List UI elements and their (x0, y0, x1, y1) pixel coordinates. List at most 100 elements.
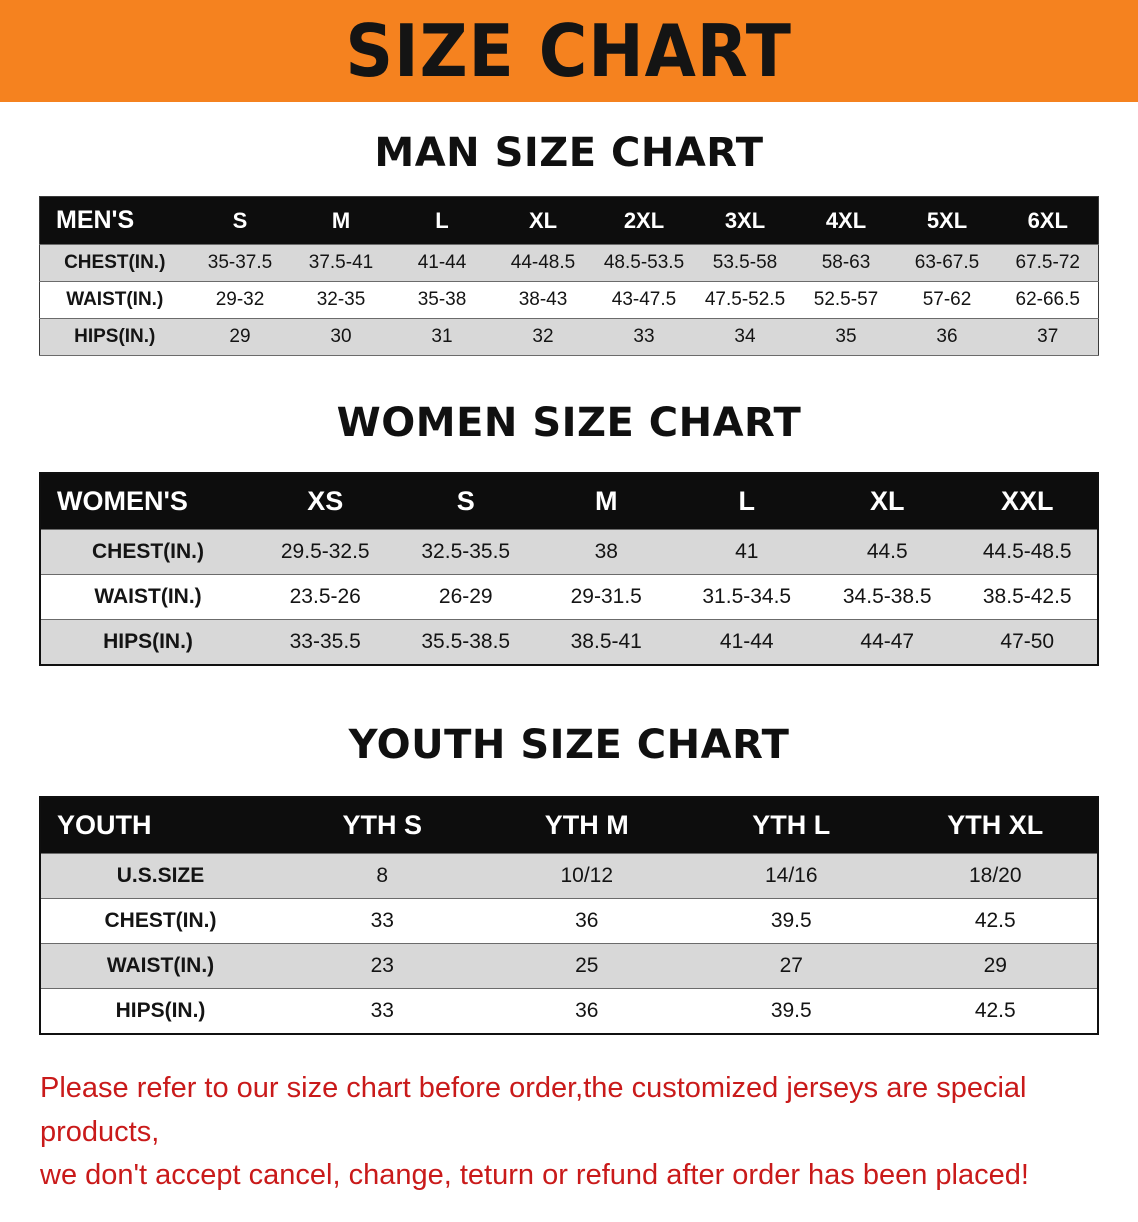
size-value: 31.5-34.5 (702, 585, 792, 608)
table-row: HIPS(IN.) 33 36 39.5 42.5 (40, 988, 1098, 1034)
size-value: 38 (594, 540, 618, 563)
row-label: HIPS(IN.) (74, 326, 156, 347)
size-value: 38-43 (518, 289, 568, 310)
size-value: 10/12 (560, 864, 614, 887)
size-value: 29 (229, 326, 251, 347)
size-value: 34 (734, 326, 756, 347)
table-head: YOUTH YTH S YTH M YTH L YTH XL (40, 797, 1098, 854)
size-value: 37.5-41 (308, 252, 374, 273)
table-row: WAIST(IN.) 23 25 27 29 (40, 943, 1098, 989)
disclaimer: Please refer to our size chart before or… (40, 1067, 1118, 1198)
disclaimer-line-2: we don't accept cancel, change, teturn o… (40, 1159, 1029, 1191)
table-row: HIPS(IN.) 33-35.5 35.5-38.5 38.5-41 41-44 44-… (40, 619, 1098, 665)
size-column-header: XL (528, 207, 558, 233)
size-value: 57-62 (922, 289, 972, 310)
table-row: WAIST(IN.) 23.5-26 26-29 29-31.5 31.5-34.5 34… (40, 574, 1098, 620)
size-value: 39.5 (770, 909, 812, 932)
table-body: CHEST(IN.) 29.5-32.5 32.5-35.5 38 41 44.5 44.5… (40, 529, 1098, 665)
table-row: WAIST(IN.) 29-32 32-35 35-38 38-43 43-47.5 47.… (39, 281, 1099, 319)
row-label: U.S.SIZE (116, 864, 205, 887)
size-value: 41-44 (417, 252, 467, 273)
size-value: 36 (936, 326, 958, 347)
size-value: 25 (575, 954, 599, 977)
size-value: 47.5-52.5 (704, 289, 786, 310)
size-column-header: L (738, 486, 756, 516)
size-column-header: XS (307, 486, 344, 516)
size-value: 33 (370, 999, 394, 1022)
size-value: 42.5 (974, 909, 1016, 932)
size-chart-title: SIZE CHART (345, 9, 793, 93)
size-value: 32-35 (316, 289, 366, 310)
size-value: 58-63 (821, 252, 871, 273)
size-value: 44-47 (860, 630, 915, 653)
size-value: 42.5 (974, 999, 1016, 1022)
women-size-chart-heading: WOMEN SIZE CHART (336, 400, 802, 446)
size-value: 67.5-72 (1015, 252, 1080, 273)
size-column-header: 2XL (623, 207, 665, 233)
size-value: 36 (575, 999, 599, 1022)
size-value: 18/20 (968, 864, 1022, 887)
table-header-row: YOUTH YTH S YTH M YTH L YTH XL (40, 797, 1098, 854)
row-label: HIPS(IN.) (115, 999, 206, 1022)
size-value: 29 (983, 954, 1007, 977)
row-label: WAIST(IN.) (66, 289, 164, 310)
size-column-header: XXL (1000, 486, 1054, 516)
man-size-chart-heading: MAN SIZE CHART (374, 130, 764, 176)
size-column-header: M (331, 207, 351, 233)
women-size-table: WOMEN'S XS S M L XL XXL CHEST(IN.) 29.5-32.5 32.5… (39, 472, 1099, 666)
size-value: 47-50 (1000, 630, 1055, 653)
women-size-chart-section: WOMEN SIZE CHART WOMEN'S XS S M L XL XXL CHEST(… (0, 400, 1138, 666)
size-column-header: 6XL (1027, 207, 1068, 233)
size-value: 8 (376, 864, 389, 887)
size-column-header: S (456, 486, 475, 516)
row-label: WAIST(IN.) (94, 585, 202, 608)
row-label: CHEST(IN.) (104, 909, 217, 932)
size-column-header: YTH M (544, 810, 629, 840)
size-value: 39.5 (770, 999, 812, 1022)
table-title-cell: MEN'S (56, 206, 135, 234)
table-row: CHEST(IN.) 33 36 39.5 42.5 (40, 898, 1098, 944)
size-value: 44-48.5 (510, 252, 576, 273)
size-value: 53.5-58 (712, 252, 778, 273)
size-value: 26-29 (438, 585, 493, 608)
size-column-header: YTH S (342, 810, 422, 840)
size-value: 33-35.5 (289, 630, 361, 653)
size-value: 29.5-32.5 (280, 540, 370, 563)
size-column-header: L (435, 207, 449, 233)
table-row: U.S.SIZE 8 10/12 14/16 18/20 (40, 853, 1098, 899)
man-size-table: MEN'S S M L XL 2XL 3XL 4XL 5XL 6XL CHEST(IN.) 35-37… (39, 196, 1099, 356)
disclaimer-line-1: Please refer to our size chart before or… (40, 1072, 1027, 1148)
row-label: CHEST(IN.) (92, 540, 204, 563)
size-value: 23 (370, 954, 394, 977)
table-head: WOMEN'S XS S M L XL XXL (40, 473, 1098, 530)
size-value: 31 (431, 326, 453, 347)
youth-size-chart-section: YOUTH SIZE CHART YOUTH YTH S YTH M YTH L YTH… (0, 722, 1138, 1035)
size-value: 37 (1037, 326, 1059, 347)
size-column-header: YTH XL (947, 810, 1044, 840)
size-value: 38.5-41 (570, 630, 642, 653)
size-column-header: M (595, 486, 618, 516)
table-head: MEN'S S M L XL 2XL 3XL 4XL 5XL 6XL (39, 196, 1099, 245)
table-row: CHEST(IN.) 29.5-32.5 32.5-35.5 38 41 44.5 44.5… (40, 529, 1098, 575)
table-title-cell: WOMEN'S (57, 486, 188, 516)
size-value: 29-32 (215, 289, 265, 310)
size-column-header: YTH L (752, 810, 831, 840)
size-value: 43-47.5 (611, 289, 677, 310)
size-column-header: 5XL (926, 207, 968, 233)
size-value: 36 (575, 909, 599, 932)
youth-size-chart-heading: YOUTH SIZE CHART (348, 722, 790, 768)
size-value: 32 (532, 326, 554, 347)
table-body: U.S.SIZE 8 10/12 14/16 18/20 CHEST(IN.) 33 36 39… (40, 853, 1098, 1034)
size-value: 38.5-42.5 (982, 585, 1072, 608)
size-value: 44.5-48.5 (982, 540, 1072, 563)
table-header-row: MEN'S S M L XL 2XL 3XL 4XL 5XL 6XL (39, 196, 1099, 245)
row-label: HIPS(IN.) (103, 630, 193, 653)
size-value: 33 (633, 326, 655, 347)
size-value: 23.5-26 (289, 585, 361, 608)
size-column-header: 4XL (825, 207, 867, 233)
size-value: 35 (835, 326, 857, 347)
size-value: 35-37.5 (207, 252, 273, 273)
youth-size-table: YOUTH YTH S YTH M YTH L YTH XL U.S.SIZE 8 10/12… (39, 796, 1099, 1035)
size-column-header: XL (869, 486, 905, 516)
table-row: HIPS(IN.) 29 30 31 32 33 34 35 36 37 (39, 318, 1099, 356)
